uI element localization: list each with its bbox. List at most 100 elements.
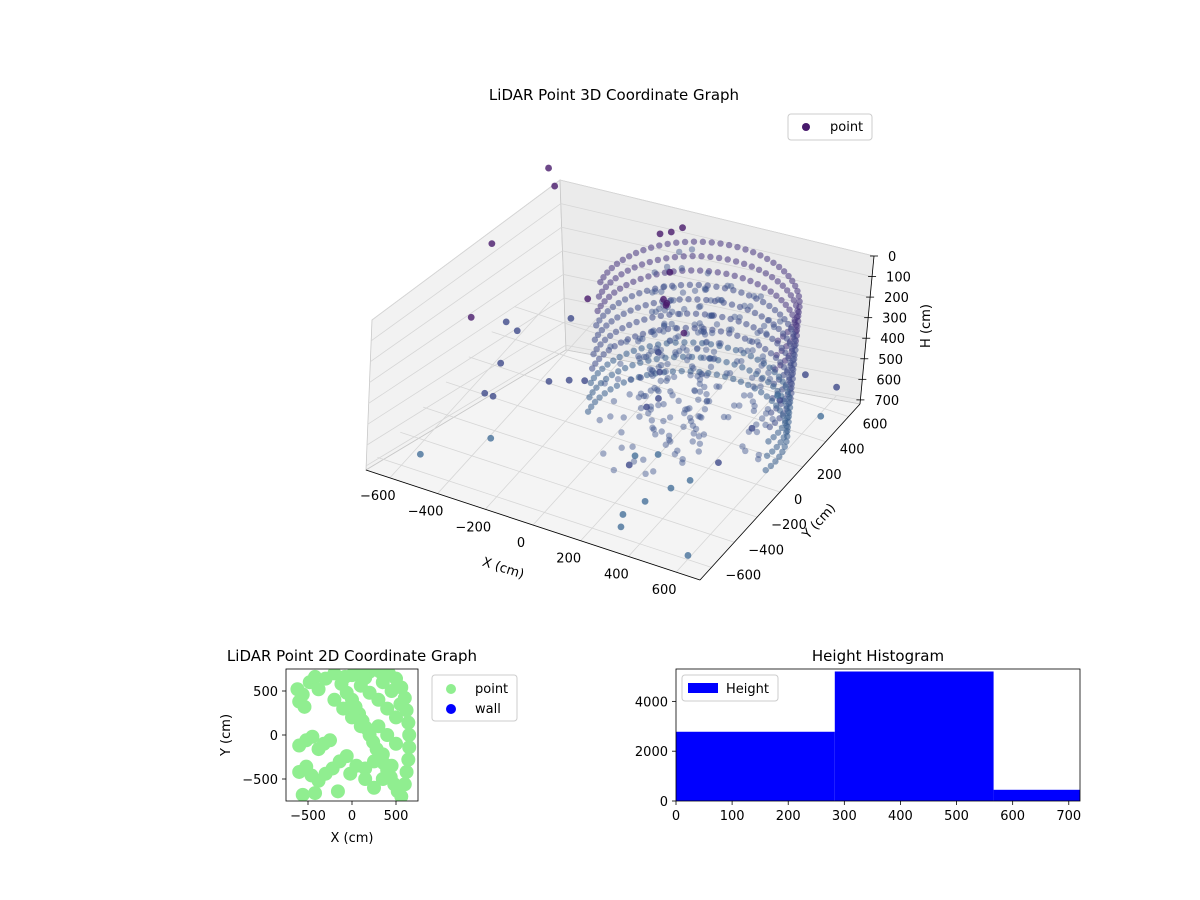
point-cloud-dot [750, 324, 757, 331]
point-cloud-dot [649, 372, 656, 379]
point-cloud-dot [754, 368, 762, 375]
point-cloud-dot [736, 402, 743, 409]
point-cloud-dot [594, 370, 601, 377]
point-cloud-dot [779, 412, 787, 419]
point-cloud-dot [731, 402, 738, 409]
point-cloud-dot [751, 309, 759, 317]
point-cloud-dot [687, 418, 695, 425]
data-point [401, 752, 416, 767]
point-cloud-dot [621, 364, 629, 372]
point-cloud-dot [742, 246, 749, 253]
point-cloud-dot [791, 282, 799, 290]
point-cloud-dot [790, 331, 797, 338]
data-point [416, 450, 424, 458]
point-cloud-dot [746, 392, 754, 399]
data-point [513, 327, 521, 335]
point-cloud-dot [621, 296, 629, 303]
point-cloud-dot [676, 248, 683, 256]
point-cloud-dot [723, 370, 730, 377]
scatter-2d-x-label: X (cm) [331, 831, 374, 846]
point-cloud-dot [682, 406, 689, 413]
scatter-2d-legend: point wall [431, 674, 518, 722]
data-point [545, 377, 553, 385]
point-cloud-dot [611, 343, 618, 350]
histogram-title: Height Histogram [812, 647, 944, 665]
point-cloud-dot [593, 322, 600, 329]
point-cloud-dot [696, 267, 704, 274]
data-point [617, 523, 625, 531]
point-cloud-dot [746, 337, 753, 345]
point-cloud-dot [730, 287, 737, 294]
point-cloud-dot [715, 356, 722, 364]
point-cloud-dot [694, 373, 701, 380]
data-point [667, 484, 675, 492]
point-cloud-dot [692, 310, 700, 317]
point-cloud-dot [780, 364, 788, 371]
point-cloud-dot [717, 328, 725, 335]
point-cloud-dot [700, 325, 707, 332]
point-cloud-dot [654, 256, 662, 264]
point-cloud-dot [648, 366, 656, 374]
point-cloud-dot [665, 432, 673, 440]
point-cloud-dot [725, 413, 732, 421]
point-cloud-dot [619, 256, 627, 264]
data-point [295, 787, 310, 801]
point-cloud-dot [620, 310, 627, 318]
point-cloud-dot [785, 354, 792, 362]
point-cloud-dot [655, 305, 663, 313]
point-cloud-dot [598, 288, 606, 295]
point-cloud-dot [766, 302, 773, 310]
point-cloud-dot [686, 405, 693, 412]
point-cloud-dot [703, 398, 710, 405]
legend-marker-point [446, 684, 456, 694]
point-cloud-dot [651, 269, 658, 276]
point-cloud-dot [656, 242, 663, 249]
point-cloud-dot [666, 311, 673, 318]
point-cloud-dot [679, 344, 687, 351]
point-cloud-dot [616, 285, 624, 292]
legend-marker-point [802, 123, 810, 131]
point-cloud-dot [643, 287, 651, 294]
point-cloud-dot [768, 397, 776, 405]
point-cloud-dot [614, 375, 622, 383]
point-cloud-dot [650, 327, 657, 334]
grid-line [565, 344, 861, 401]
point-cloud-dot [743, 320, 750, 328]
point-cloud-dot [587, 379, 595, 387]
point-cloud-dot [586, 394, 593, 401]
h-tick-label: 200 [884, 291, 909, 306]
point-cloud-dot [691, 387, 698, 394]
point-cloud-dot [737, 346, 745, 354]
point-cloud-dot [623, 281, 630, 289]
data-point [402, 728, 417, 742]
point-cloud-dot [596, 317, 603, 324]
point-cloud-dot [639, 330, 647, 338]
point-cloud-dot [669, 282, 676, 290]
scatter-3d-title: LiDAR Point 3D Coordinate Graph [489, 86, 739, 104]
point-cloud-dot [694, 345, 701, 352]
data-point [679, 224, 686, 232]
point-cloud-dot [691, 287, 699, 294]
data-point [311, 682, 326, 697]
point-cloud-dot [626, 321, 633, 329]
point-cloud-dot [711, 355, 718, 362]
grid-line [423, 406, 758, 518]
point-cloud-dot [702, 339, 710, 346]
point-cloud-dot [757, 389, 765, 396]
point-cloud-dot [673, 325, 681, 332]
point-cloud-dot [750, 292, 758, 300]
point-cloud-dot [673, 239, 680, 246]
point-cloud-wall [584, 238, 803, 478]
point-cloud-dot [783, 335, 790, 342]
point-cloud-dot [713, 283, 720, 290]
point-cloud-dot [696, 320, 703, 327]
grid-line [368, 274, 564, 404]
point-cloud-dot [600, 450, 607, 457]
legend-label-point: point [475, 682, 508, 697]
point-cloud-dot [779, 330, 787, 337]
h-tick-label: 700 [874, 394, 899, 409]
point-cloud-dot [695, 412, 702, 420]
point-cloud-dot [772, 458, 779, 465]
point-cloud-dot [779, 282, 786, 289]
